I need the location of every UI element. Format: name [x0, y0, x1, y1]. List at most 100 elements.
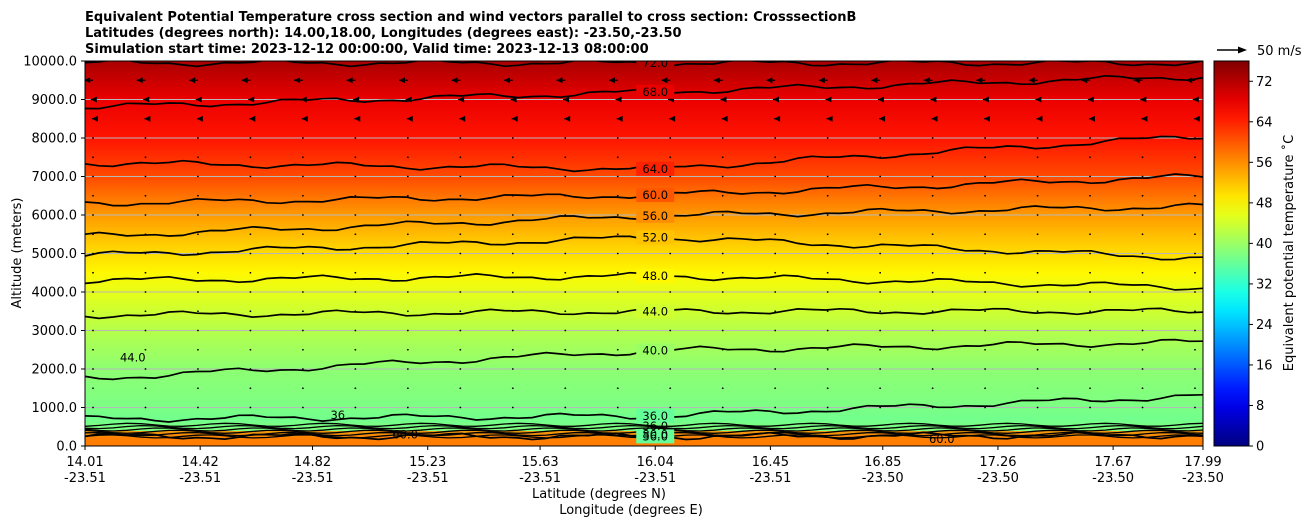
x-tick-label-lon: -23.51 — [749, 471, 791, 486]
wind-vector — [1089, 406, 1091, 409]
wind-vector — [879, 137, 882, 139]
wind-vector — [721, 406, 724, 409]
wind-vector — [459, 348, 462, 351]
wind-vector — [1194, 291, 1196, 293]
wind-vector-head — [458, 96, 465, 103]
x-axis: 14.01-23.5114.42-23.5114.82-23.5115.23-2… — [64, 446, 1224, 486]
wind-vector — [92, 406, 94, 409]
wind-vector — [616, 406, 619, 409]
wind-vector — [564, 387, 567, 390]
wind-vector — [984, 137, 986, 139]
wind-vector — [1141, 387, 1144, 390]
plot-area: 36.036.040.044.048.052.056.060.064.068.0… — [85, 56, 1203, 446]
wind-vector-head — [353, 96, 360, 103]
colorbar-tick-label: 16 — [1256, 358, 1273, 373]
wind-vector — [459, 233, 462, 236]
contour-label-bg — [636, 408, 675, 423]
wind-vector — [459, 368, 462, 370]
wind-vector — [564, 233, 567, 236]
wind-vector — [774, 348, 777, 351]
wind-vector-head — [1081, 77, 1088, 84]
wind-vector — [511, 329, 514, 332]
wind-vector-head — [879, 115, 886, 122]
wind-vector — [879, 387, 882, 390]
wind-vector-head — [510, 96, 517, 103]
wind-vector — [197, 291, 199, 293]
wind-vector — [879, 271, 882, 274]
contour-label-extra: 60.0 — [392, 427, 418, 441]
wind-vector — [406, 252, 409, 255]
wind-vector — [249, 271, 252, 274]
wind-vector — [302, 156, 304, 159]
wind-vector — [931, 214, 934, 216]
wind-vector — [249, 233, 252, 236]
wind-vector — [774, 329, 777, 332]
wind-vector-head — [923, 77, 930, 84]
wind-vector — [1036, 194, 1039, 197]
wind-vector — [249, 137, 252, 139]
surface-contour-line — [85, 422, 1203, 427]
wind-vector — [1194, 329, 1196, 332]
x-tick-label-lat: 14.82 — [294, 455, 331, 470]
wind-vector — [144, 329, 147, 332]
wind-vector — [249, 406, 252, 409]
wind-vector — [1036, 233, 1039, 236]
wind-vector — [879, 233, 882, 236]
wind-vector — [826, 387, 829, 390]
wind-vector — [931, 329, 934, 332]
wind-vector-head — [144, 115, 151, 122]
wind-vector-head — [616, 115, 623, 122]
wind-vector — [1089, 348, 1091, 351]
wind-vector — [1141, 329, 1144, 332]
wind-vector — [721, 291, 724, 293]
wind-vector — [774, 156, 777, 159]
wind-vector — [459, 214, 462, 216]
wind-vector — [616, 310, 619, 313]
y-tick-label: 7000.0 — [32, 170, 78, 185]
wind-vector-head — [294, 77, 301, 84]
wind-vector — [774, 387, 777, 390]
wind-vector — [406, 156, 409, 159]
contour-label-bg — [636, 161, 675, 176]
wind-vector-head — [772, 96, 779, 103]
wind-vector — [721, 310, 724, 313]
wind-vector — [1089, 194, 1091, 197]
wind-vector — [144, 137, 147, 139]
wind-vector — [879, 175, 882, 178]
contour-label-bg — [636, 84, 675, 99]
wind-vector-head — [91, 115, 98, 122]
wind-vector — [564, 194, 567, 197]
wind-vector — [669, 291, 672, 293]
wind-vector-head — [249, 115, 256, 122]
wind-vector — [511, 348, 514, 351]
wind-vector — [354, 329, 357, 332]
wind-vector — [92, 194, 94, 197]
wind-vector — [511, 214, 514, 216]
wind-vector — [1194, 194, 1196, 197]
wind-vector — [406, 137, 409, 139]
wind-vector — [879, 329, 882, 332]
wind-vector — [354, 291, 357, 293]
y-axis: 0.0 1000.0 2000.0 3000.0 4000.0 5000.0 6000.0 7… — [23, 55, 85, 455]
surface-contour-line — [85, 427, 1203, 432]
colorbar-label: Equivalent potential temperature ˚C — [1281, 135, 1297, 371]
wind-vector — [406, 233, 409, 236]
wind-vector — [826, 310, 829, 313]
wind-vector — [406, 406, 409, 409]
wind-vector-head — [976, 77, 983, 84]
x-tick-label-lat: 15.63 — [521, 455, 558, 470]
wind-vector — [354, 310, 357, 313]
contour-label: 72.0 — [642, 56, 668, 70]
wind-vector — [984, 252, 986, 255]
wind-vector-head — [511, 115, 518, 122]
y-axis-title: Altitude (meters) — [10, 198, 25, 309]
wind-vector — [92, 348, 94, 351]
wind-vector-head — [1186, 77, 1193, 84]
wind-vector — [564, 406, 567, 409]
x-tick-label-lat: 14.42 — [182, 455, 219, 470]
colorbar-tick-label: 72 — [1256, 75, 1273, 90]
wind-vector — [1036, 348, 1039, 351]
wind-vector — [302, 175, 304, 178]
y-tick-label: 8000.0 — [32, 132, 78, 147]
wind-vector — [1141, 348, 1144, 351]
